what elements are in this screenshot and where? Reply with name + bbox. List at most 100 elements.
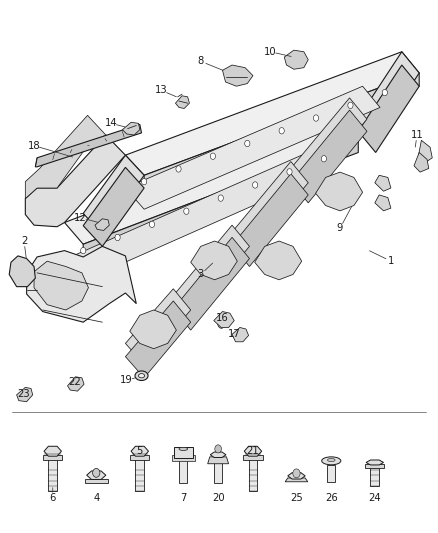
Polygon shape — [208, 457, 229, 464]
Polygon shape — [173, 237, 250, 330]
Polygon shape — [244, 446, 261, 456]
Polygon shape — [44, 446, 61, 456]
Polygon shape — [180, 458, 187, 483]
Text: 24: 24 — [368, 493, 381, 503]
Polygon shape — [135, 458, 144, 491]
Text: 1: 1 — [388, 256, 394, 266]
Polygon shape — [172, 455, 195, 461]
Polygon shape — [43, 455, 62, 460]
Polygon shape — [85, 479, 108, 483]
Circle shape — [176, 166, 181, 172]
Circle shape — [245, 140, 250, 147]
Polygon shape — [144, 73, 419, 188]
Text: 22: 22 — [68, 377, 81, 387]
Text: 13: 13 — [155, 85, 168, 95]
Polygon shape — [176, 96, 189, 109]
Polygon shape — [130, 455, 149, 460]
Polygon shape — [418, 140, 432, 163]
Polygon shape — [125, 86, 380, 209]
Polygon shape — [67, 377, 84, 391]
Circle shape — [149, 221, 155, 228]
Polygon shape — [414, 152, 429, 172]
Polygon shape — [83, 155, 144, 233]
Text: 19: 19 — [120, 375, 133, 385]
Polygon shape — [244, 455, 262, 460]
Text: 6: 6 — [49, 493, 56, 503]
Polygon shape — [130, 310, 177, 349]
Polygon shape — [83, 139, 358, 257]
Ellipse shape — [179, 447, 187, 450]
Text: 20: 20 — [212, 493, 224, 503]
Polygon shape — [285, 478, 308, 482]
Text: 4: 4 — [93, 493, 99, 503]
Polygon shape — [358, 65, 419, 152]
Polygon shape — [366, 460, 384, 465]
Polygon shape — [191, 241, 237, 280]
Polygon shape — [173, 225, 250, 317]
Polygon shape — [223, 65, 253, 86]
Circle shape — [92, 469, 100, 477]
Text: 11: 11 — [411, 130, 424, 140]
Ellipse shape — [135, 371, 148, 381]
Polygon shape — [358, 52, 419, 139]
Polygon shape — [83, 167, 144, 246]
Polygon shape — [35, 124, 141, 167]
Text: 2: 2 — [21, 236, 27, 246]
Polygon shape — [64, 118, 358, 244]
Circle shape — [253, 182, 258, 188]
Text: 23: 23 — [18, 389, 30, 399]
Text: 18: 18 — [28, 141, 40, 151]
Text: 17: 17 — [228, 329, 240, 340]
Polygon shape — [34, 261, 88, 310]
Polygon shape — [125, 289, 191, 365]
Polygon shape — [327, 465, 335, 482]
Text: 14: 14 — [105, 118, 117, 128]
Circle shape — [215, 445, 222, 453]
Polygon shape — [232, 327, 249, 342]
Polygon shape — [288, 473, 305, 479]
Polygon shape — [125, 301, 191, 378]
Text: 25: 25 — [290, 493, 303, 503]
Polygon shape — [254, 241, 302, 280]
Circle shape — [184, 208, 189, 214]
Polygon shape — [316, 172, 363, 211]
Ellipse shape — [328, 458, 335, 462]
Polygon shape — [25, 115, 106, 199]
Polygon shape — [232, 174, 308, 266]
Polygon shape — [249, 458, 257, 491]
Polygon shape — [9, 256, 35, 287]
Polygon shape — [122, 122, 140, 135]
Polygon shape — [125, 52, 419, 175]
Circle shape — [287, 168, 292, 175]
Polygon shape — [214, 462, 222, 483]
Polygon shape — [25, 135, 125, 227]
Circle shape — [141, 179, 147, 185]
Polygon shape — [375, 195, 391, 211]
Circle shape — [81, 247, 86, 254]
Circle shape — [210, 153, 215, 159]
Polygon shape — [131, 446, 148, 456]
Circle shape — [218, 195, 223, 201]
Text: 16: 16 — [216, 313, 229, 324]
Polygon shape — [214, 312, 234, 327]
Ellipse shape — [322, 457, 341, 465]
Text: 5: 5 — [137, 446, 143, 456]
Text: 9: 9 — [337, 223, 343, 233]
Polygon shape — [48, 458, 57, 491]
Text: 10: 10 — [264, 47, 277, 56]
Text: 12: 12 — [74, 213, 87, 223]
Polygon shape — [371, 467, 379, 486]
Polygon shape — [210, 452, 226, 457]
Text: 26: 26 — [325, 493, 338, 503]
Polygon shape — [17, 387, 33, 402]
Circle shape — [348, 102, 353, 109]
Circle shape — [314, 115, 319, 121]
Text: 8: 8 — [198, 56, 204, 66]
Circle shape — [293, 469, 300, 478]
Text: 3: 3 — [198, 270, 204, 279]
Polygon shape — [291, 110, 367, 203]
Polygon shape — [95, 219, 110, 230]
Polygon shape — [232, 161, 308, 253]
Polygon shape — [174, 447, 193, 458]
Circle shape — [321, 156, 326, 162]
